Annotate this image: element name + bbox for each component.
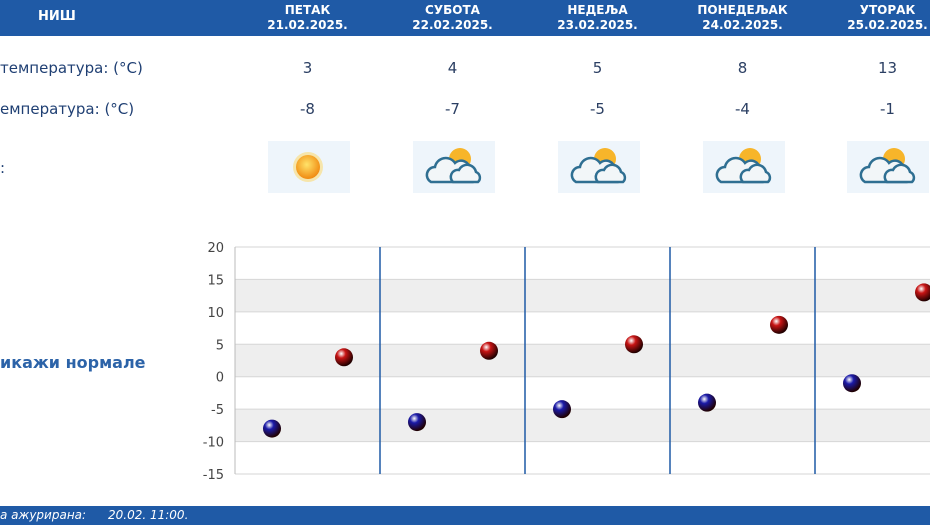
day-name: СУБОТА: [425, 3, 480, 17]
partly-cloudy-icon: [570, 148, 627, 184]
min-temp-value: -7: [445, 100, 460, 118]
grid-band: [235, 279, 930, 312]
max-temp-value: 8: [737, 59, 748, 77]
day-date: 23.02.2025.: [557, 18, 638, 32]
max-temp-value: 4: [447, 59, 458, 77]
max-temp-point: [335, 348, 353, 367]
y-tick-label: 0: [216, 371, 224, 386]
updated-label: а ажурирана:: [0, 508, 87, 522]
max-temp-value: 3: [302, 59, 313, 77]
min-temp-label: емпература: (°C): [0, 100, 135, 118]
max-temp-label: температура: (°C): [0, 59, 143, 77]
day-name: ПОНЕДЕЉАК: [697, 3, 788, 17]
weather-icon-day-3: [558, 141, 640, 193]
day-date: 21.02.2025.: [267, 18, 348, 32]
y-tick-label: 15: [207, 273, 224, 288]
min-temp-value: -5: [590, 100, 605, 118]
y-tick-label: 5: [216, 338, 224, 353]
weather-label: :: [0, 159, 6, 177]
sun-icon: [293, 152, 323, 182]
updated-value: 20.02. 11:00.: [108, 508, 189, 522]
weather-icon-day-4: [703, 141, 785, 193]
day-header-2: СУБОТА 22.02.2025.: [380, 3, 525, 33]
day-date: 24.02.2025.: [702, 18, 783, 32]
day-name: УТОРАК: [859, 3, 916, 17]
min-temp-point: [698, 393, 716, 412]
y-tick-label: -10: [203, 436, 224, 451]
day-header-3: НЕДЕЉА 23.02.2025.: [525, 3, 670, 33]
max-temp-point: [770, 315, 788, 334]
y-tick-label: 10: [207, 306, 224, 321]
temperature-chart: 20 15 10 5 0 -5 -10 -15: [203, 241, 930, 483]
footer-bar: а ажурирана: 20.02. 11:00.: [0, 506, 930, 525]
y-tick-label: -15: [203, 468, 224, 483]
day-name: НЕДЕЉА: [567, 3, 628, 17]
day-header-4: ПОНЕДЕЉАК 24.02.2025.: [670, 3, 815, 33]
show-normals-link[interactable]: икажи нормале: [0, 353, 146, 372]
min-temp-point: [408, 413, 426, 432]
max-temp-value: 5: [592, 59, 603, 77]
min-temp-point: [263, 419, 281, 438]
weather-icon-day-1: [268, 141, 350, 193]
forecast-header: НИШ ПЕТАК 21.02.2025. СУБОТА 22.02.2025.…: [0, 0, 930, 36]
max-temp-point: [625, 335, 643, 354]
city-name: НИШ: [38, 9, 76, 24]
day-header-5: УТОРАК 25.02.2025.: [815, 3, 930, 33]
weather-icon-day-2: [413, 141, 495, 193]
min-temp-value: -4: [735, 100, 750, 118]
weather-icon-day-5: [847, 141, 929, 193]
min-temp-point: [553, 400, 571, 419]
y-tick-label: 20: [207, 241, 224, 256]
day-date: 25.02.2025.: [847, 18, 928, 32]
min-temp-point: [843, 374, 861, 393]
max-temp-point: [480, 341, 498, 360]
y-tick-label: -5: [211, 403, 224, 418]
grid-band: [235, 409, 930, 442]
partly-cloudy-icon: [859, 148, 916, 184]
partly-cloudy-icon: [425, 148, 482, 184]
partly-cloudy-icon: [715, 148, 772, 184]
min-temp-value: -8: [300, 100, 315, 118]
day-date: 22.02.2025.: [412, 18, 493, 32]
day-name: ПЕТАК: [284, 3, 331, 17]
min-temp-value: -1: [880, 100, 895, 118]
day-header-1: ПЕТАК 21.02.2025.: [235, 3, 380, 33]
max-temp-point: [915, 283, 930, 302]
max-temp-value: 13: [877, 59, 898, 77]
